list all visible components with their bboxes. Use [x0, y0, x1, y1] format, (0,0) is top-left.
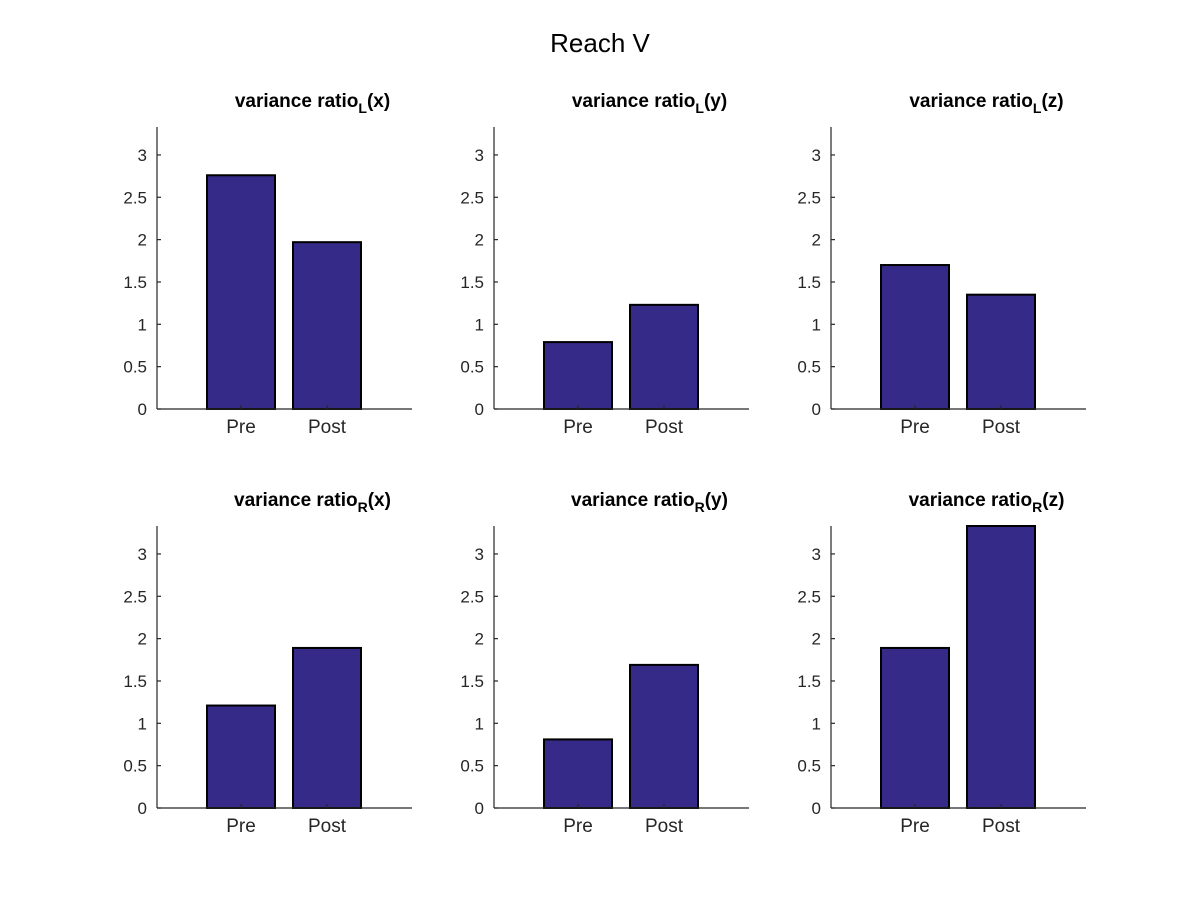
x-tick-label-post: Post — [308, 816, 347, 837]
y-tick-label: 3 — [475, 545, 484, 564]
subplot-2: variance ratioL(y) 0 0.5 1 1.5 2 2.5 3 Pre Post — [460, 91, 749, 438]
x-tick-label-pre: Pre — [226, 816, 256, 837]
subplot-title-base: variance ratio — [571, 490, 695, 511]
y-tick-label: 0 — [138, 400, 147, 419]
y-tick-label: 1.5 — [797, 273, 821, 292]
subplot-title-suffix: (z) — [1042, 490, 1064, 511]
y-tick-label: 1.5 — [123, 672, 147, 691]
subplot-title-base: variance ratio — [909, 91, 1033, 112]
y-tick-label: 2.5 — [460, 587, 484, 606]
subplot-title: variance ratioR(y) — [571, 490, 728, 515]
bar-post — [629, 663, 699, 809]
subplot-1: variance ratioL(x) 0 0.5 1 1.5 2 2.5 3 Pre Post — [123, 91, 412, 438]
subplot-6: variance ratioR(z) 0 0.5 1 1.5 2 2.5 3 Pre Post — [797, 490, 1086, 837]
figure-title: Reach V — [550, 28, 650, 58]
subplot-title-suffix: (y) — [704, 91, 727, 112]
subplot-title-suffix: (z) — [1041, 91, 1063, 112]
y-tick-label: 0.5 — [797, 358, 821, 377]
x-tick-label-pre: Pre — [563, 417, 593, 438]
subplot-title-subscript: R — [1032, 499, 1042, 515]
y-tick-label: 2 — [812, 231, 821, 250]
subplot-title-suffix: (x) — [368, 490, 391, 511]
subplot-title-base: variance ratio — [572, 91, 696, 112]
bar-pre — [543, 341, 613, 410]
y-tick-label: 2.5 — [797, 587, 821, 606]
subplot-3: variance ratioL(z) 0 0.5 1 1.5 2 2.5 3 Pre Post — [797, 91, 1086, 438]
subplot-title-base: variance ratio — [234, 490, 358, 511]
y-tick-label: 3 — [812, 146, 821, 165]
y-tick-label: 2.5 — [123, 188, 147, 207]
y-tick-label: 2 — [475, 630, 484, 649]
y-tick-label: 2 — [138, 630, 147, 649]
subplot-title-subscript: L — [695, 100, 704, 116]
x-tick-label-post: Post — [308, 417, 347, 438]
subplot-title-subscript: R — [695, 499, 705, 515]
bar-pre — [543, 738, 613, 809]
bar-pre — [880, 264, 950, 410]
y-tick-label: 1 — [475, 714, 484, 733]
y-tick-label: 1 — [475, 315, 484, 334]
bar-post — [629, 303, 699, 410]
bar-post — [292, 241, 362, 410]
bar-post — [966, 525, 1036, 809]
bar-post — [966, 293, 1036, 411]
x-tick-label-post: Post — [645, 816, 684, 837]
subplot-title: variance ratioL(z) — [909, 91, 1063, 116]
y-tick-label: 1 — [138, 315, 147, 334]
x-tick-label-post: Post — [645, 417, 684, 438]
y-tick-label: 0.5 — [460, 358, 484, 377]
subplot-title: variance ratioR(z) — [909, 490, 1065, 515]
subplot-title-subscript: R — [358, 499, 368, 515]
x-tick-label-pre: Pre — [900, 816, 930, 837]
y-tick-label: 0.5 — [123, 757, 147, 776]
y-tick-label: 2 — [475, 231, 484, 250]
y-tick-label: 0 — [475, 799, 484, 818]
subplot-title-base: variance ratio — [235, 91, 359, 112]
bar-pre — [206, 174, 276, 410]
x-tick-label-post: Post — [982, 816, 1021, 837]
subplot-title: variance ratioL(y) — [572, 91, 727, 116]
y-tick-label: 0 — [812, 400, 821, 419]
subplot-4: variance ratioR(x) 0 0.5 1 1.5 2 2.5 3 Pre Post — [123, 490, 412, 837]
y-tick-label: 1.5 — [797, 672, 821, 691]
x-tick-label-pre: Pre — [226, 417, 256, 438]
x-tick-label-pre: Pre — [563, 816, 593, 837]
y-tick-label: 0 — [812, 799, 821, 818]
y-tick-label: 1.5 — [460, 672, 484, 691]
y-tick-label: 2.5 — [123, 587, 147, 606]
y-tick-label: 3 — [812, 545, 821, 564]
bar-pre — [880, 646, 950, 809]
subplot-title-base: variance ratio — [909, 490, 1033, 511]
y-tick-label: 0.5 — [797, 757, 821, 776]
y-tick-label: 1.5 — [460, 273, 484, 292]
subplot-title: variance ratioR(x) — [234, 490, 391, 515]
bar-post — [292, 646, 362, 809]
y-tick-label: 0 — [475, 400, 484, 419]
y-tick-label: 1 — [812, 714, 821, 733]
y-tick-label: 0 — [138, 799, 147, 818]
x-tick-label-pre: Pre — [900, 417, 930, 438]
y-tick-label: 2.5 — [797, 188, 821, 207]
y-tick-label: 1 — [812, 315, 821, 334]
y-tick-label: 3 — [138, 146, 147, 165]
y-tick-label: 2 — [138, 231, 147, 250]
y-tick-label: 0.5 — [460, 757, 484, 776]
subplot-title-subscript: L — [1033, 100, 1042, 116]
x-tick-label-post: Post — [982, 417, 1021, 438]
y-tick-label: 2.5 — [460, 188, 484, 207]
y-tick-label: 2 — [812, 630, 821, 649]
subplot-title-suffix: (y) — [705, 490, 728, 511]
subplot-title-suffix: (x) — [367, 91, 390, 112]
y-tick-label: 3 — [475, 146, 484, 165]
y-tick-label: 1.5 — [123, 273, 147, 292]
y-tick-label: 1 — [138, 714, 147, 733]
subplot-title-subscript: L — [358, 100, 367, 116]
y-tick-label: 0.5 — [123, 358, 147, 377]
subplot-title: variance ratioL(x) — [235, 91, 390, 116]
subplot-5: variance ratioR(y) 0 0.5 1 1.5 2 2.5 3 Pre Post — [460, 490, 749, 837]
bar-pre — [206, 704, 276, 810]
y-tick-label: 3 — [138, 545, 147, 564]
